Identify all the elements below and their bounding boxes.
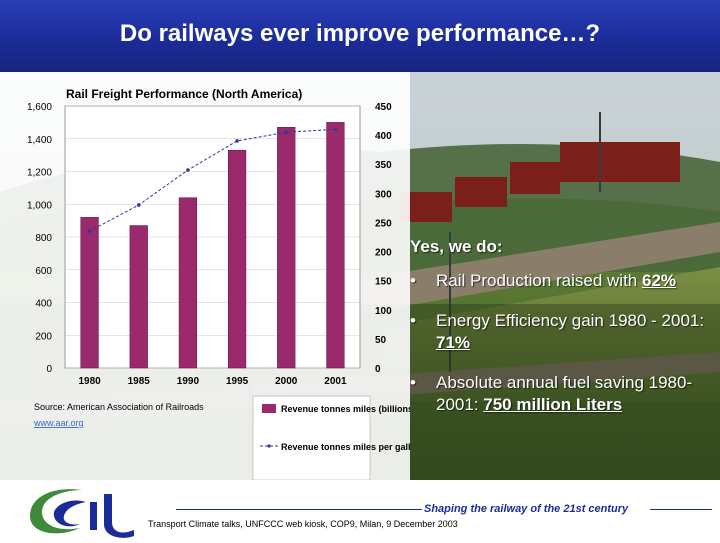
right-tick-label: 0 [375,364,381,375]
bullet-highlight: 750 million Liters [483,395,623,414]
chart-title: Rail Freight Performance (North America) [66,87,302,101]
bullet-item: Energy Efficiency gain 1980 - 2001: 71% [408,310,708,354]
line-point [235,139,239,143]
right-tick-label: 50 [375,335,387,346]
bullet-highlight: 62% [641,271,677,290]
left-tick-label: 1,400 [27,135,52,146]
right-tick-label: 450 [375,102,392,113]
left-tick-label: 1,000 [27,200,52,211]
grid-lines [65,105,360,369]
bullet-highlight: 71% [436,333,471,352]
uic-logo-icon [24,482,144,538]
freight-chart: Rail Freight Performance (North America)… [0,72,499,481]
line-point [284,130,289,134]
line-series [87,127,338,233]
legend-swatch-bars [262,404,276,413]
footer-tagline: Shaping the railway of the 21st century [424,503,629,515]
bar [227,149,247,369]
left-tick-label: 200 [35,331,52,342]
bullet-text: Energy Efficiency gain 1980 - 2001: [436,311,705,330]
source-link[interactable]: www.aar.org [33,418,84,428]
right-axis: 0 50 100 150 200 250 300 350 400 450 [375,102,392,375]
category-label: 2001 [324,376,347,387]
left-tick-label: 0 [46,364,52,375]
line-point [333,127,338,132]
bar-series [80,122,345,369]
left-axis: 0 200 400 600 800 1,000 1,200 1,400 1,600 [27,102,52,375]
series-line [89,128,336,232]
line-point [136,203,141,207]
right-tick-label: 100 [375,306,392,317]
bullet-lead: Yes, we do: [410,237,503,256]
bullet-text: Absolute annual fuel saving 1980-2001: [436,373,693,414]
line-point [87,229,92,233]
right-tick-label: 350 [375,160,392,171]
footer [0,480,720,540]
bullet-item: Rail Production raised with 62% [408,270,708,292]
category-label: 1980 [78,376,101,387]
category-label: 2000 [275,376,298,387]
right-tick-label: 150 [375,277,392,288]
bar [326,122,345,369]
category-label: 1985 [128,376,151,387]
footer-rule-right [650,509,712,510]
left-tick-label: 1,200 [27,168,52,179]
bullet-item: Absolute annual fuel saving 1980-2001: 7… [408,372,708,416]
right-tick-label: 300 [375,189,392,200]
right-tick-label: 200 [375,248,392,259]
legend: Revenue tonnes miles (billions) Revenue … [252,395,499,481]
left-tick-label: 800 [35,233,52,244]
chart-source: Source: American Association of Railroad… [34,402,204,412]
legend-label-line: Revenue tonnes miles per gallon of fuel … [281,442,410,452]
bullet-text: Rail Production raised with [436,271,642,290]
slide-title: Do railways ever improve performance…? [119,20,601,47]
left-tick-label: 1,600 [27,102,52,113]
bar [129,225,148,369]
bar [178,197,198,369]
title-bar: Do railways ever improve performance…? [0,0,720,72]
footer-credit: Transport Climate talks, UNFCCC web kios… [148,519,458,529]
legend-label-bars: Revenue tonnes miles (billions) [281,404,410,414]
left-tick-label: 600 [35,266,52,277]
bullet-list: Yes, we do: Rail Production raised with … [408,236,708,434]
right-tick-label: 400 [375,131,392,142]
left-tick-label: 400 [35,299,52,310]
bar [277,127,296,369]
chart-panel: Rail Freight Performance (North America)… [0,72,499,481]
category-label: 1995 [226,376,249,387]
category-label: 1990 [177,376,200,387]
bar [80,217,99,369]
footer-rule-left [176,509,422,510]
right-tick-label: 250 [375,218,392,229]
x-axis: 1980 1985 1990 1995 2000 2001 [78,376,347,387]
line-point [186,168,190,172]
